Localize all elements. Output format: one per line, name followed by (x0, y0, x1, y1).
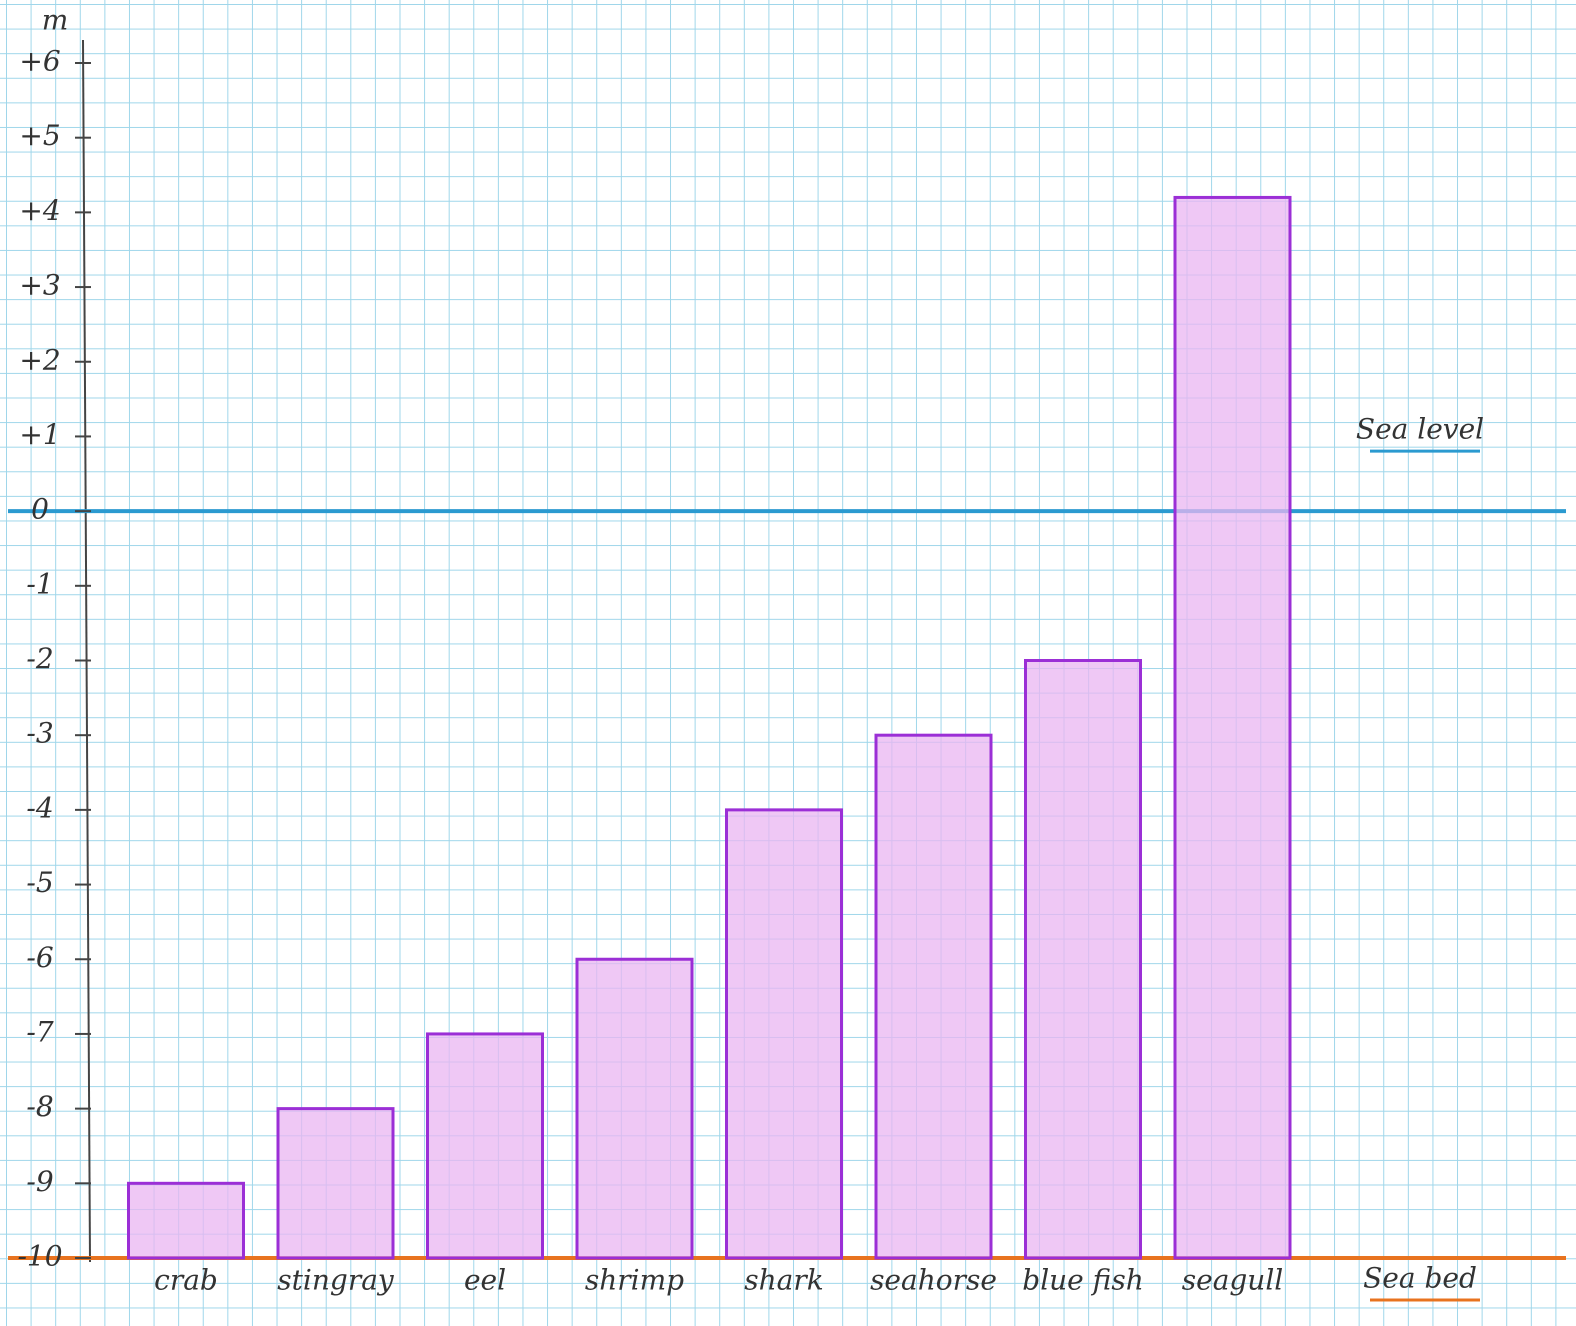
y-tick-label: -8 (26, 1090, 53, 1123)
y-tick-label: +3 (19, 269, 60, 302)
bar (727, 810, 842, 1258)
y-axis (83, 40, 90, 1262)
y-tick-label: -4 (26, 791, 53, 824)
annotation-label: Sea bed (1363, 1262, 1477, 1295)
y-tick-label: -1 (26, 567, 53, 600)
y-axis-label: m (42, 4, 69, 37)
bar (577, 959, 692, 1258)
page: {"chart_data": { "type": "bar", "y_label… (0, 0, 1576, 1326)
y-tick-label: +4 (19, 194, 60, 227)
y-tick-label: +1 (19, 418, 60, 451)
bar (129, 1183, 244, 1258)
x-tick-label: crab (154, 1264, 218, 1297)
bar (1175, 197, 1290, 1258)
y-tick-label: -6 (26, 941, 53, 974)
x-tick-label: eel (464, 1264, 506, 1297)
y-tick-label: -7 (26, 1015, 53, 1048)
bar (428, 1034, 543, 1258)
x-tick-label: stingray (277, 1264, 395, 1297)
bar (1026, 661, 1141, 1259)
y-tick-label: -9 (26, 1165, 53, 1198)
bar (876, 735, 991, 1258)
y-tick-label: -3 (26, 717, 53, 750)
x-tick-label: seahorse (870, 1264, 997, 1297)
y-tick-label: 0 (31, 493, 49, 526)
y-tick-label: -2 (26, 642, 53, 675)
x-tick-label: seagull (1182, 1264, 1284, 1297)
y-tick-label: +2 (19, 343, 60, 376)
y-tick-label: +5 (19, 119, 60, 152)
bar (278, 1109, 393, 1258)
x-tick-label: blue fish (1022, 1264, 1143, 1297)
x-tick-label: shark (744, 1264, 823, 1297)
annotation-label: Sea level (1356, 413, 1484, 446)
x-tick-label: shrimp (585, 1264, 684, 1297)
y-tick-label: -5 (26, 866, 53, 899)
y-tick-label: +6 (19, 45, 60, 78)
chart: m Sea level Sea bed +6 +5 +4 +3 +2 +1 0 -1 -2 -3 -4 -… (0, 0, 1576, 1326)
y-tick-label: -10 (17, 1240, 62, 1273)
